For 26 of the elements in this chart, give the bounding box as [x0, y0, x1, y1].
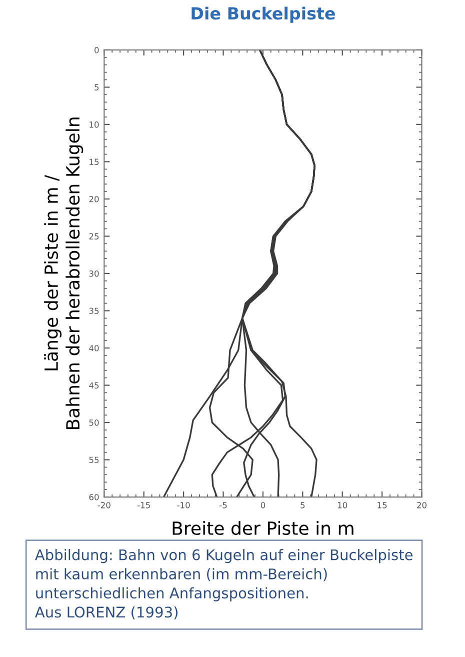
y-tick-label: 25 [89, 233, 99, 240]
x-tick-label: -10 [177, 502, 190, 508]
y-axis-title: Länge der Piste in m / Bahnen der herabrollenden Kugeln [44, 118, 84, 430]
text: Abbildung: Bahn von 6 Kugeln auf einer Buckelpiste mit kaum erkennbaren (im mm-Bereich) unterschiedlichen Anfangspositionen. Aus LORENZ (1993) [34, 549, 413, 620]
x-tick-label: -5 [220, 502, 227, 508]
y-tick-label: 0 [94, 46, 99, 54]
x-tick-label: -15 [137, 502, 150, 508]
y-tick-label: 30 [89, 270, 99, 277]
y-tick-label: 10 [90, 121, 99, 128]
y-tick-label: 60 [89, 494, 99, 500]
y-tick-label: 35 [89, 308, 99, 314]
y-tick-label: 20 [89, 196, 99, 202]
x-tick-label: 15 [378, 502, 387, 508]
x-tick-label: -20 [98, 502, 110, 508]
y-tick-label: 15 [90, 158, 99, 165]
x-tick-label: 10 [338, 502, 348, 508]
x-tick-label: 5 [300, 502, 305, 508]
y-tick-label: 45 [89, 382, 99, 389]
y-tick-label: 40 [89, 344, 99, 352]
chart-title: Die Buckelpiste [192, 6, 335, 23]
x-axis-title: Breite der Piste in m [172, 521, 354, 536]
y-tick-label: 55 [89, 456, 99, 464]
y-tick-label: 5 [94, 84, 99, 90]
y-tick-label: 50 [89, 419, 99, 426]
x-tick-label: 20 [417, 502, 427, 508]
x-tick-label: 0 [260, 502, 266, 508]
